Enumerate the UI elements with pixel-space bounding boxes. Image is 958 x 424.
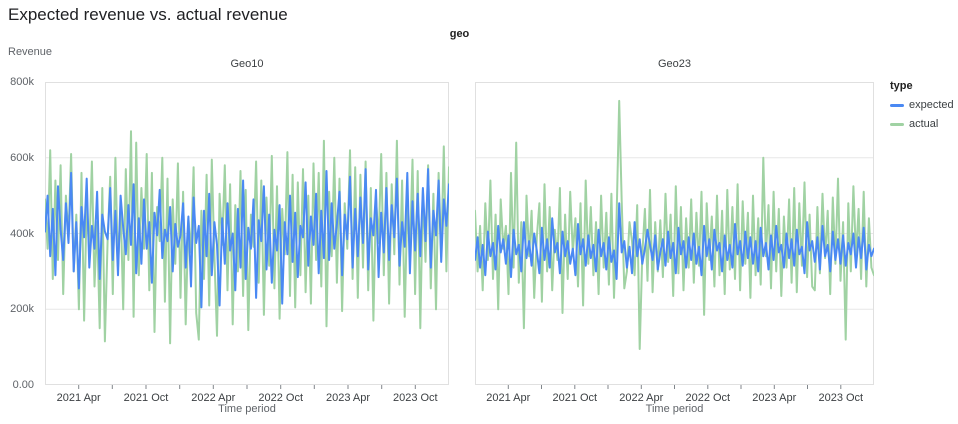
svg-text:2021 Oct: 2021 Oct xyxy=(124,392,169,404)
y-axis-title: Revenue xyxy=(8,46,53,58)
facet-panel-geo23[interactable]: 2021 Apr 2021 Oct 2022 Apr 2022 Oct 2023 Apr… xyxy=(474,82,875,409)
facet-title-geo23: Geo23 xyxy=(657,58,692,70)
svg-text:2023 Oct: 2023 Oct xyxy=(818,392,863,404)
svg-text:2021 Oct: 2021 Oct xyxy=(552,392,597,404)
facet-svg-0[interactable]: 2021 Apr 2021 Oct 2022 Apr 2022 Oct 2023 Apr… xyxy=(44,82,450,404)
y-tick-label: 0.00 xyxy=(12,379,34,391)
facet-dimension-label: geo xyxy=(449,28,470,40)
legend-item-actual[interactable]: actual xyxy=(890,118,958,130)
x-axis-title-geo23: Time period xyxy=(645,403,704,415)
y-tick-label: 800k xyxy=(10,76,34,88)
expected-line-swatch-icon xyxy=(890,103,904,107)
legend-label-actual: actual xyxy=(909,118,939,130)
page-title: Expected revenue vs. actual revenue xyxy=(8,5,288,24)
svg-text:2023 Oct: 2023 Oct xyxy=(393,392,438,404)
svg-text:2022 Apr: 2022 Apr xyxy=(191,392,235,404)
svg-text:2022 Apr: 2022 Apr xyxy=(619,392,663,404)
x-axis-title-geo10: Time period xyxy=(218,403,276,415)
actual-line-swatch-icon xyxy=(890,122,904,126)
y-tick-label: 200k xyxy=(10,303,34,316)
svg-text:2022 Oct: 2022 Oct xyxy=(258,392,303,404)
legend-label-expected: expected xyxy=(909,99,954,111)
y-axis-labels: 800k 600k 400k 200k 0.00 xyxy=(0,0,40,424)
svg-text:2023 Apr: 2023 Apr xyxy=(752,392,796,404)
legend-item-expected[interactable]: expected xyxy=(890,99,958,111)
legend: type expected actual xyxy=(890,80,958,137)
y-tick-label: 600k xyxy=(10,151,34,164)
svg-text:2022 Oct: 2022 Oct xyxy=(685,392,730,404)
legend-title: type xyxy=(890,80,913,92)
facet-svg-1[interactable]: 2021 Apr 2021 Oct 2022 Apr 2022 Oct 2023 Apr… xyxy=(474,82,875,404)
svg-text:2023 Apr: 2023 Apr xyxy=(326,392,370,404)
facet-title-geo10: Geo10 xyxy=(230,58,264,70)
svg-text:2021 Apr: 2021 Apr xyxy=(57,392,101,404)
svg-text:2021 Apr: 2021 Apr xyxy=(486,392,530,404)
y-tick-label: 400k xyxy=(10,227,34,240)
facet-panel-geo10[interactable]: 2021 Apr 2021 Oct 2022 Apr 2022 Oct 2023 Apr… xyxy=(44,82,450,409)
